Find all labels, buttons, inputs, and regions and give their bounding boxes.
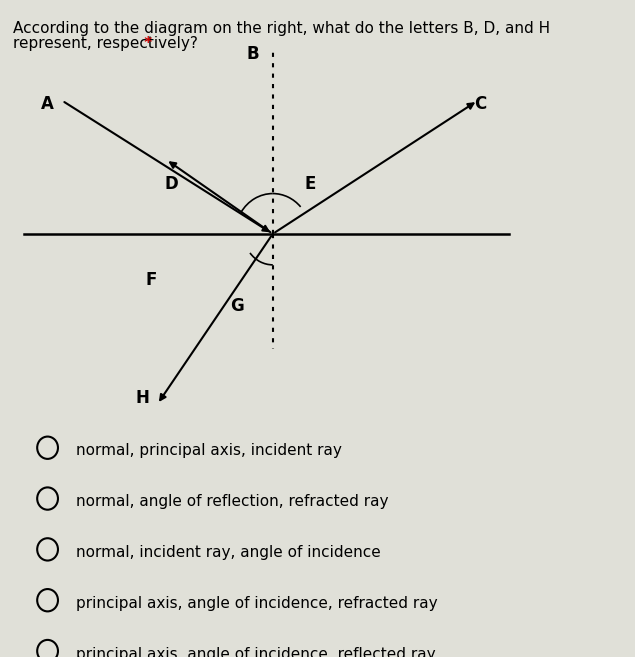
Text: H: H: [136, 389, 150, 407]
Text: principal axis, angle of incidence, reflected ray: principal axis, angle of incidence, refl…: [76, 646, 436, 657]
Text: *: *: [139, 36, 152, 51]
Text: A: A: [41, 95, 54, 112]
Text: F: F: [146, 271, 157, 289]
Text: According to the diagram on the right, what do the letters B, D, and H: According to the diagram on the right, w…: [13, 21, 550, 36]
Text: normal, principal axis, incident ray: normal, principal axis, incident ray: [76, 443, 342, 459]
Text: principal axis, angle of incidence, refracted ray: principal axis, angle of incidence, refr…: [76, 596, 438, 611]
Text: B: B: [246, 45, 259, 63]
Text: normal, angle of reflection, refracted ray: normal, angle of reflection, refracted r…: [76, 494, 389, 509]
Text: D: D: [165, 175, 178, 193]
Text: G: G: [230, 298, 244, 315]
Text: represent, respectively?: represent, respectively?: [13, 36, 198, 51]
Text: normal, incident ray, angle of incidence: normal, incident ray, angle of incidence: [76, 545, 381, 560]
Text: E: E: [305, 175, 316, 193]
Text: C: C: [474, 95, 487, 112]
